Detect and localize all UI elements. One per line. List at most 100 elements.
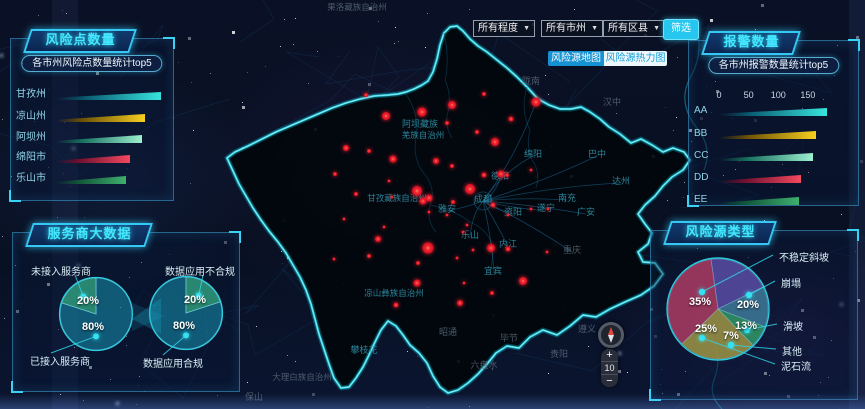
- bar-row: BB: [689, 128, 852, 142]
- risk-dot[interactable]: [505, 246, 511, 252]
- bar-category-label: 阿坝州: [16, 132, 46, 143]
- bar-category-label: 甘孜州: [16, 89, 46, 100]
- map-region-label: 内江: [499, 238, 517, 249]
- bar-row: 甘孜州: [11, 89, 167, 103]
- risk-types-panel: 风险源类型 不稳定斜坡 崩塌 滑坡 其他 泥石流 20% 13% 7% 25% 35%: [649, 221, 859, 401]
- risk-dot[interactable]: [497, 170, 505, 178]
- risk-dot[interactable]: [412, 186, 422, 196]
- risk-dot[interactable]: [482, 92, 486, 96]
- risk-dot[interactable]: [393, 302, 399, 308]
- risk-dot[interactable]: [546, 207, 550, 211]
- bar-category-label: CC: [694, 150, 709, 161]
- filter-button[interactable]: 筛选: [663, 19, 699, 40]
- risk-dot[interactable]: [364, 93, 368, 97]
- risk-dot[interactable]: [382, 112, 390, 120]
- risk-dot[interactable]: [519, 277, 527, 285]
- city-select-value: 所有市州: [546, 23, 586, 34]
- pie-label-compliant: 数据应用合规: [143, 359, 203, 370]
- risk-dot[interactable]: [475, 130, 479, 134]
- zoom-out-button[interactable]: −: [606, 375, 613, 387]
- bar-value: [719, 197, 799, 205]
- risk-dot[interactable]: [387, 179, 391, 183]
- risk-dot[interactable]: [354, 192, 358, 196]
- risk-dot[interactable]: [367, 254, 371, 258]
- risk-dot[interactable]: [490, 202, 496, 208]
- risk-dot[interactable]: [455, 256, 459, 260]
- risk-dot[interactable]: [413, 279, 421, 287]
- panel-title-text: 风险源类型: [685, 224, 756, 239]
- bar-value: [56, 114, 145, 122]
- risk-dot[interactable]: [343, 145, 349, 151]
- risk-dot[interactable]: [382, 225, 386, 229]
- bar-value: [56, 135, 142, 143]
- compass-control[interactable]: [598, 322, 624, 348]
- risk-type-legend-item: 崩塌: [781, 279, 801, 290]
- bar-category-label: BB: [694, 128, 708, 139]
- axis-tick-label: 100: [770, 90, 786, 100]
- risk-dot[interactable]: [416, 261, 420, 265]
- providers-panel-title: 服务商大数据: [25, 223, 153, 247]
- pie-label-noncompliant: 数据应用不合规: [165, 267, 235, 278]
- risk-dot[interactable]: [332, 257, 336, 261]
- bar-category-label: DD: [694, 172, 709, 183]
- risk-dot[interactable]: [448, 101, 456, 109]
- risk-dot[interactable]: [427, 210, 431, 214]
- providers-panel: 服务商大数据 未接入服务商 已接入服务商 数据应用不合规 数据应用合规 20% …: [11, 223, 241, 393]
- risk-dot[interactable]: [375, 236, 381, 242]
- degree-select[interactable]: 所有程度 ▼: [473, 20, 535, 37]
- risk-dot[interactable]: [481, 172, 487, 178]
- risk-dot[interactable]: [425, 194, 433, 202]
- risk-dot[interactable]: [457, 300, 463, 306]
- risk-dot[interactable]: [471, 248, 475, 252]
- risk-heatmap-toggle[interactable]: 风险源热力图: [604, 51, 667, 66]
- risk-dot[interactable]: [417, 107, 427, 117]
- risk-dot[interactable]: [342, 217, 346, 221]
- bar-value: [56, 92, 161, 100]
- risk-dot[interactable]: [487, 244, 495, 252]
- risk-map-toggle[interactable]: 风险源地图: [548, 51, 604, 66]
- bar-category-label: EE: [694, 194, 708, 205]
- map-zoom-control: + 10 −: [601, 349, 618, 387]
- risk-dot[interactable]: [333, 172, 337, 176]
- chevron-down-icon: ▼: [653, 25, 660, 32]
- risk-dot[interactable]: [445, 213, 449, 217]
- bar-row: 乐山市: [11, 173, 167, 187]
- risk-type-percent-label: 25%: [695, 323, 718, 335]
- risk-dot[interactable]: [529, 207, 533, 211]
- risk-dot[interactable]: [545, 250, 549, 254]
- risk-dot[interactable]: [419, 197, 427, 205]
- risk-dot[interactable]: [451, 200, 455, 204]
- bar-row: DD: [689, 172, 852, 186]
- zoom-in-button[interactable]: +: [606, 349, 613, 361]
- bar-row: 阿坝州: [11, 132, 167, 146]
- risk-dot[interactable]: [506, 213, 510, 217]
- risk-dot[interactable]: [465, 223, 469, 227]
- risk-dot[interactable]: [529, 168, 533, 172]
- risk-dot[interactable]: [462, 281, 466, 285]
- risk-dot[interactable]: [422, 242, 434, 254]
- risk-dot[interactable]: [461, 230, 465, 234]
- risk-type-legend-item: 泥石流: [781, 362, 811, 373]
- city-select[interactable]: 所有市州 ▼: [541, 20, 603, 37]
- map-region-label: 广安: [577, 206, 595, 217]
- pie-label-connected: 已接入服务商: [30, 357, 90, 368]
- risk-dot[interactable]: [465, 184, 475, 194]
- risk-dot[interactable]: [445, 121, 449, 125]
- county-select[interactable]: 所有区县 ▼: [603, 20, 665, 37]
- risk-dot[interactable]: [491, 138, 499, 146]
- map-region-label: 果洛藏族自治州: [327, 2, 387, 12]
- risk-dot[interactable]: [508, 116, 514, 122]
- risk-dot[interactable]: [390, 195, 394, 199]
- risk-points-panel: 风险点数量 各市州风险点数量统计top5 甘孜州 凉山州 阿坝州 绵阳市 乐山市: [9, 29, 175, 202]
- risk-dot[interactable]: [490, 291, 494, 295]
- bar-category-label: 凉山州: [16, 111, 46, 122]
- risk-dot[interactable]: [433, 158, 439, 164]
- risk-dot[interactable]: [367, 149, 371, 153]
- map-region-label: 陇南: [522, 75, 540, 86]
- risk-dot[interactable]: [531, 97, 541, 107]
- risk-dot[interactable]: [505, 173, 509, 177]
- risk-dot[interactable]: [450, 164, 454, 168]
- risk-dot[interactable]: [389, 155, 397, 163]
